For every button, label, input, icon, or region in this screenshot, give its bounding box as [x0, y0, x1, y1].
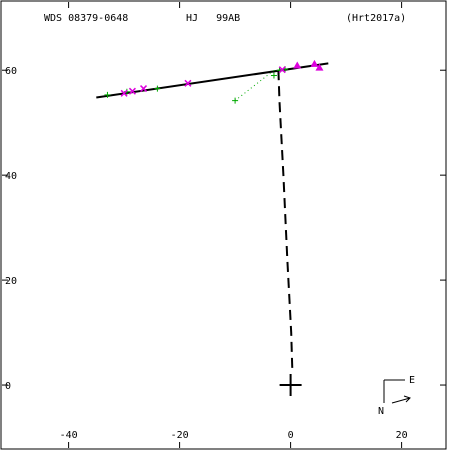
wds-id: WDS 08379-0648 — [44, 13, 128, 24]
discoverer-code: HJ 99AB — [186, 13, 240, 24]
x-tick-label-0: -40 — [60, 430, 78, 441]
observation-triangle-2-2 — [315, 63, 324, 71]
orbit-layer — [96, 62, 329, 397]
observation-plus-0-0 — [104, 91, 111, 98]
x-tick-label-1: -20 — [171, 430, 189, 441]
y-tick-label-2: 40 — [5, 171, 17, 182]
axes-layer: -40 -20 0 20 0 20 40 60 — [2, 2, 446, 448]
residual-dashed-line — [277, 70, 294, 370]
observation-points — [104, 59, 324, 104]
east-arrow-icon — [391, 395, 411, 404]
observation-cross-1-3 — [184, 79, 192, 87]
x-tick-label-2: 0 — [288, 430, 294, 441]
reference-code: (Hrt2017a) — [346, 13, 406, 24]
observation-cross-1-2 — [139, 85, 148, 93]
observation-cross-1-0 — [120, 89, 128, 97]
observation-triangle-2-1 — [310, 59, 319, 67]
observation-plus-0-2 — [154, 85, 161, 92]
compass-north-label: N — [378, 406, 384, 417]
orbit-line — [96, 62, 329, 99]
x-tick-label-3: 20 — [396, 430, 408, 441]
y-tick-label-0: 0 — [5, 381, 11, 392]
compass-frame — [383, 379, 405, 403]
observation-plus-0-3 — [232, 97, 239, 104]
observation-plus-0-4 — [270, 72, 277, 79]
y-tick-label-3: 60 — [5, 66, 17, 77]
compass: E N — [378, 375, 415, 417]
y-tick-label-1: 20 — [5, 276, 17, 287]
observation-triangle-2-0 — [293, 61, 302, 69]
observation-cross-1-1 — [128, 87, 136, 95]
compass-east-label: E — [409, 375, 415, 386]
observation-cross-1-4 — [278, 66, 286, 74]
observation-link-dotted — [234, 69, 275, 101]
primary-star-marker — [279, 374, 302, 397]
